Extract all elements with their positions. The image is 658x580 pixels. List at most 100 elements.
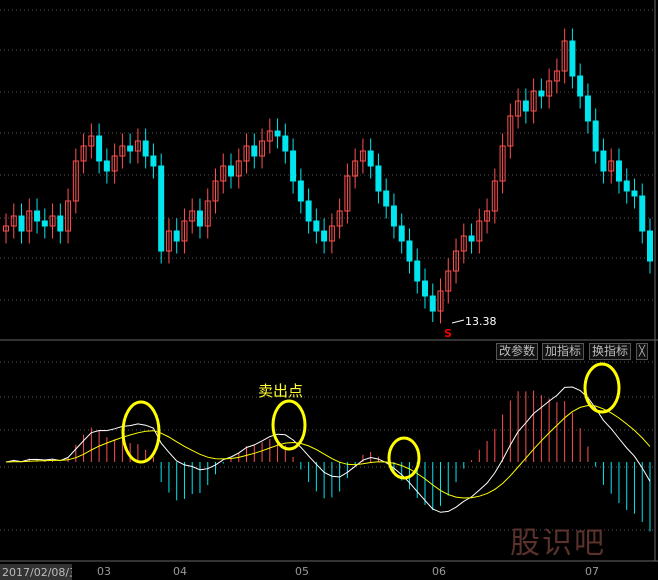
candle-body (615, 160, 622, 182)
sell-signal-marker: S (444, 327, 452, 340)
candle-body (398, 225, 405, 242)
candle-body (65, 200, 72, 232)
candle-body (57, 215, 64, 232)
edit-params-button[interactable]: 改参数 (496, 343, 539, 360)
candle-body (553, 70, 560, 82)
candle-body (235, 160, 242, 177)
candle-body (507, 115, 514, 147)
candle-body (530, 90, 537, 112)
candle-body (305, 200, 312, 222)
candle-body (290, 150, 297, 182)
candle-body (173, 230, 180, 242)
dea-line (5, 404, 651, 499)
candle-body (639, 195, 646, 232)
candle-body (445, 270, 452, 292)
candle-body (383, 190, 390, 207)
candle-body (367, 150, 374, 167)
candle-body (406, 240, 413, 262)
x-tick-label: 06 (432, 565, 446, 578)
candle-body (414, 260, 421, 282)
x-tick-label: 04 (173, 565, 187, 578)
candle-body (158, 165, 165, 252)
candle-body (220, 165, 227, 182)
candle-body (96, 135, 103, 162)
candle-body (608, 160, 615, 172)
candle-body (600, 150, 607, 172)
candle-body (546, 80, 553, 97)
candle-body (49, 215, 56, 227)
candle-body (26, 210, 33, 232)
candle-body (453, 250, 460, 272)
candle-body (313, 220, 320, 232)
candle-body (259, 140, 266, 157)
candle-body (72, 160, 79, 202)
candle-body (3, 225, 9, 232)
candle-body (390, 205, 397, 227)
candle-body (468, 235, 475, 242)
candle-body (584, 95, 591, 122)
candle-body (181, 220, 188, 242)
candle-body (251, 145, 258, 157)
candle-body (243, 145, 250, 162)
highlight-circle (121, 400, 161, 464)
candle-body (476, 220, 483, 242)
candle-body (344, 175, 351, 212)
candle-body (34, 210, 41, 222)
candle-body (631, 190, 638, 197)
candle-body (437, 290, 444, 312)
candle-body (577, 75, 584, 97)
candle-body (647, 230, 653, 262)
candle-body (499, 145, 506, 182)
candle-body (127, 145, 134, 152)
candle-body (491, 180, 498, 212)
sell-point-annotation: 卖出点 (258, 382, 304, 400)
candle-body (569, 40, 576, 77)
candle-body (375, 165, 382, 192)
candle-body (460, 235, 467, 252)
candle-body (18, 215, 25, 232)
candle-body (297, 180, 304, 202)
dif-line (5, 386, 651, 513)
candle-body (103, 160, 110, 172)
candle-body (484, 210, 491, 222)
candle-body (321, 230, 328, 242)
add-indicator-button[interactable]: 加指标 (542, 343, 585, 360)
x-tick-label: 05 (295, 565, 309, 578)
candle-body (80, 145, 87, 162)
candle-body (165, 230, 172, 252)
candle-body (189, 210, 196, 222)
close-indicator-button[interactable]: ╳ (636, 343, 649, 360)
candle-body (359, 150, 366, 162)
candle-body (515, 100, 522, 117)
x-tick-label: 03 (97, 565, 111, 578)
candle-body (522, 100, 529, 112)
candle-body (274, 130, 281, 137)
candle-body (41, 220, 48, 227)
candle-body (196, 210, 203, 227)
candle-body (328, 225, 335, 242)
cursor-date: 2017/02/08/三 (0, 564, 72, 580)
candle-body (623, 180, 630, 192)
candle-body (352, 160, 359, 177)
candle-body (111, 155, 118, 172)
candle-body (204, 200, 211, 227)
candle-body (88, 135, 95, 147)
candle-body (429, 295, 436, 312)
candle-body (10, 215, 17, 227)
switch-indicator-button[interactable]: 换指标 (589, 343, 632, 360)
candle-body (150, 155, 157, 167)
low-pointer (451, 319, 465, 324)
candle-body (538, 90, 545, 97)
highlight-circle (387, 436, 421, 480)
x-tick-label: 07 (585, 565, 599, 578)
candle-body (134, 140, 141, 152)
highlight-circle (271, 399, 307, 451)
candle-body (266, 130, 273, 142)
candle-body (421, 280, 428, 297)
low-price-label: 13.38 (465, 315, 497, 328)
candle-body (336, 210, 343, 227)
watermark-logo: 股识吧 (510, 526, 606, 561)
candle-body (592, 120, 599, 152)
candle-body (561, 40, 568, 72)
